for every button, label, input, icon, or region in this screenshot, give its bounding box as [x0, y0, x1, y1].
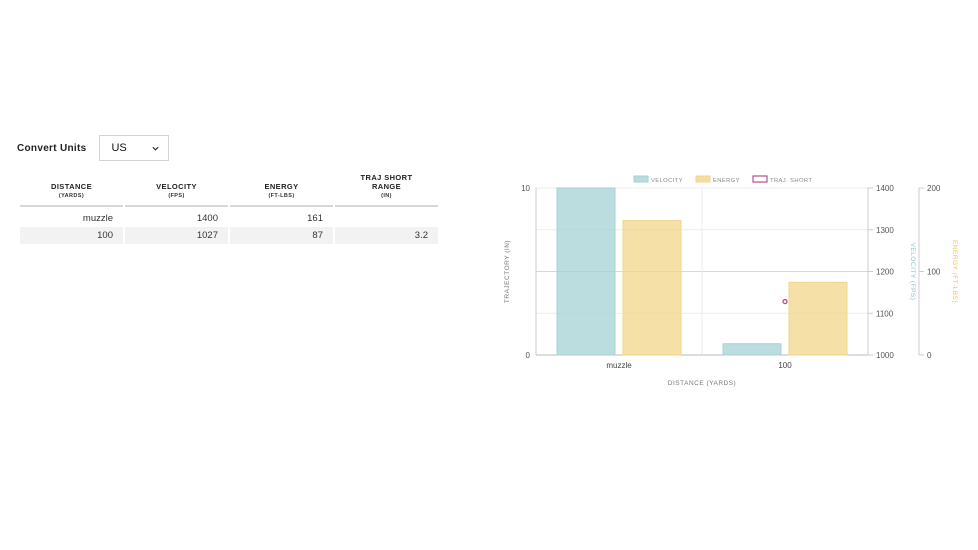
cell-traj	[335, 207, 438, 227]
table-row: 100 1027 87 3.2	[20, 227, 438, 244]
cell-velocity: 1400	[196, 213, 218, 224]
units-select-value: US	[111, 142, 127, 154]
cell-distance: 100	[20, 227, 123, 244]
legend-label: TRAJ. SHORT	[770, 178, 812, 184]
trajectory-axis-label: TRAJECTORY (IN)	[504, 240, 511, 303]
velocity-tick-label: 1300	[876, 226, 894, 235]
chevron-down-icon	[152, 146, 160, 151]
energy-tick-label: 200	[927, 184, 941, 193]
units-select[interactable]: US	[99, 135, 170, 161]
cell-traj: 3.2	[335, 227, 438, 244]
header-velocity: VELOCITY (FPS)	[125, 170, 228, 207]
table-header-row: DISTANCE (YARDS) VELOCITY (FPS) ENERGY (FT-…	[20, 170, 438, 207]
cell-distance: muzzle	[82, 213, 113, 224]
legend-swatch	[752, 175, 768, 183]
x-tick-label: muzzle	[606, 361, 632, 370]
convert-units-row: Convert Units US	[17, 134, 170, 162]
cell-energy: 161	[307, 213, 323, 224]
legend-swatch	[695, 175, 711, 183]
ballistics-table: DISTANCE (YARDS) VELOCITY (FPS) ENERGY (FT-…	[18, 170, 440, 244]
cell-velocity: 1027	[125, 227, 228, 244]
traj-short-point	[782, 298, 788, 305]
velocity-tick-label: 1200	[876, 268, 894, 277]
cell-energy: 87	[230, 227, 333, 244]
table-row: muzzle 1400 161	[20, 207, 438, 227]
trajectory-tick-label: 10	[521, 184, 530, 193]
header-traj-short-range: TRAJ SHORT RANGE (IN)	[335, 170, 438, 207]
energy-axis-label: ENERGY (FT-LBS)	[951, 240, 958, 303]
velocity-axis-label: VELOCITY (FPS)	[909, 243, 916, 301]
trajectory-tick-label: 0	[526, 351, 531, 360]
energy-tick-label: 0	[927, 351, 932, 360]
velocity-tick-label: 1000	[876, 351, 894, 360]
velocity-bar	[722, 343, 782, 356]
legend-swatch	[633, 175, 649, 183]
legend-label: ENERGY	[713, 178, 740, 184]
header-energy: ENERGY (FT-LBS)	[230, 170, 333, 207]
legend-label: VELOCITY	[651, 178, 683, 184]
velocity-tick-label: 1400	[876, 184, 894, 193]
energy-bar	[788, 281, 848, 356]
convert-units-label: Convert Units	[17, 142, 87, 154]
header-distance: DISTANCE (YARDS)	[20, 170, 123, 207]
velocity-bar	[556, 187, 616, 356]
x-tick-label: 100	[778, 361, 792, 370]
velocity-tick-label: 1100	[876, 309, 894, 318]
x-axis-label: DISTANCE (YARDS)	[668, 380, 736, 387]
energy-tick-label: 100	[927, 268, 941, 277]
energy-bar	[622, 220, 682, 356]
